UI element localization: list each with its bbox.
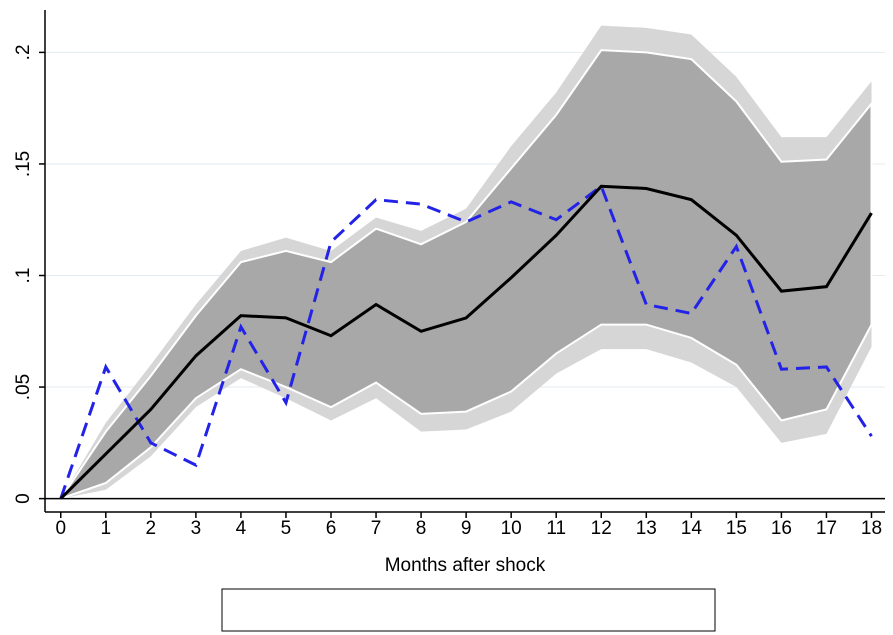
x-tick-label: 17 [816,518,837,539]
x-tick-label: 16 [771,518,792,539]
x-tick-label: 5 [281,518,292,539]
series-line [59,184,873,500]
x-tick-label: 11 [546,518,566,539]
x-tick-label: 2 [146,518,157,539]
y-tick-label: .05 [13,374,34,400]
x-tick-label: 1 [101,518,112,539]
x-tick-label: 15 [726,518,747,539]
x-tick-label: 0 [55,518,66,539]
x-tick-label: 7 [371,518,382,539]
x-tick-label: 6 [326,518,337,539]
y-tick-label: .1 [13,268,34,284]
legend-box [221,588,716,632]
x-tick-label: 14 [681,518,703,539]
x-axis-title: Months after shock [385,555,546,576]
y-tick-label: .15 [13,151,34,177]
x-tick-label: 4 [236,518,247,539]
y-tick-label: .2 [13,44,34,60]
x-tick-label: 8 [416,518,427,539]
x-tick-label: 3 [191,518,202,539]
x-tick-label: 9 [461,518,472,539]
x-tick-label: 12 [591,518,612,539]
x-tick-label: 13 [636,518,657,539]
y-tick-label: 0 [13,493,34,504]
x-tick-label: 10 [501,518,522,539]
x-tick-label: 18 [861,518,882,539]
series-line [59,183,873,500]
